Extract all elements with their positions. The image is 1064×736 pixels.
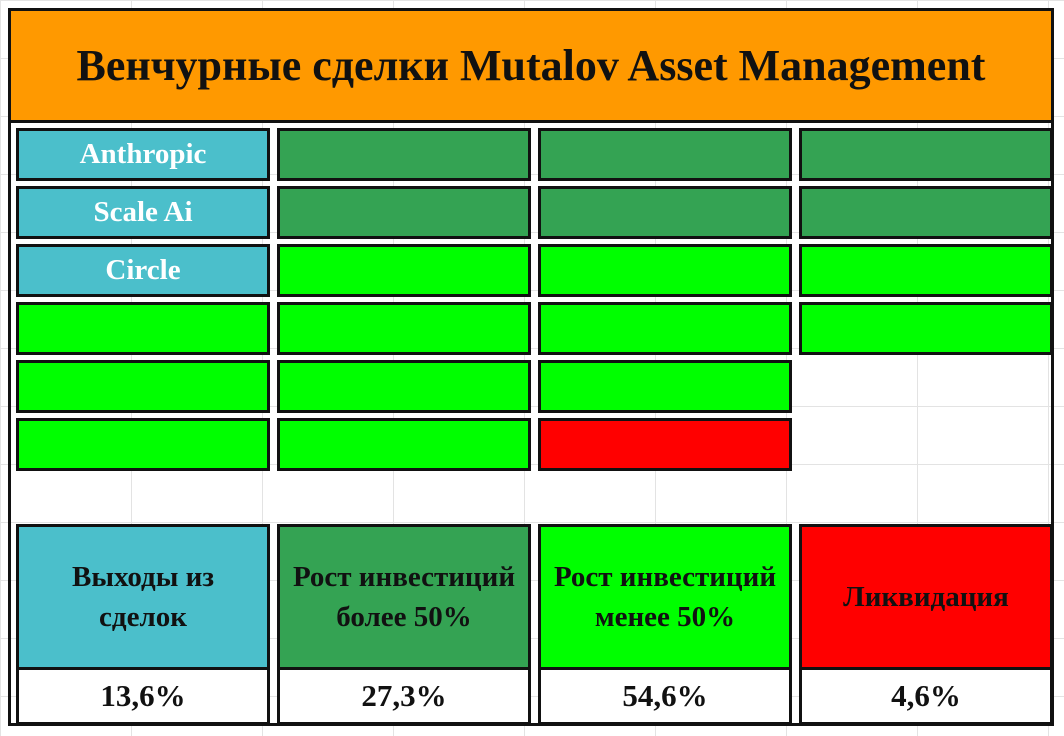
deal-cell — [277, 186, 531, 239]
deal-cell — [16, 418, 270, 471]
deal-cell — [16, 302, 270, 355]
deal-cell — [538, 244, 792, 297]
deal-cell — [277, 128, 531, 181]
legend-growth_over_50: Рост инвестиций более 50% — [277, 524, 531, 670]
deal-cell — [277, 360, 531, 413]
legend-growth_under_50: Рост инвестиций менее 50% — [538, 524, 792, 670]
legend-exits: Выходы из сделок — [16, 524, 270, 670]
deal-cell — [799, 186, 1053, 239]
deal-cell — [538, 302, 792, 355]
deal-cell-labeled: Circle — [16, 244, 270, 297]
value-growth_over_50: 27,3% — [277, 670, 531, 725]
value-liquidation: 4,6% — [799, 670, 1053, 725]
deal-cell — [799, 418, 1053, 471]
deal-cell-labeled: Anthropic — [16, 128, 270, 181]
deal-cell — [277, 244, 531, 297]
deal-cell — [538, 186, 792, 239]
deal-cell — [538, 360, 792, 413]
deal-cell — [799, 360, 1053, 413]
deal-cell — [799, 128, 1053, 181]
deal-cell — [538, 418, 792, 471]
deal-cell — [799, 302, 1053, 355]
table-frame — [8, 8, 1054, 726]
legend-liquidation: Ликвидация — [799, 524, 1053, 670]
deal-cell — [277, 418, 531, 471]
deal-cell — [538, 128, 792, 181]
deal-cell — [16, 360, 270, 413]
value-exits: 13,6% — [16, 670, 270, 725]
deal-cell-labeled: Scale Ai — [16, 186, 270, 239]
value-growth_under_50: 54,6% — [538, 670, 792, 725]
page-title: Венчурные сделки Mutalov Asset Managemen… — [11, 11, 1051, 123]
deal-cell — [799, 244, 1053, 297]
deal-cell — [277, 302, 531, 355]
